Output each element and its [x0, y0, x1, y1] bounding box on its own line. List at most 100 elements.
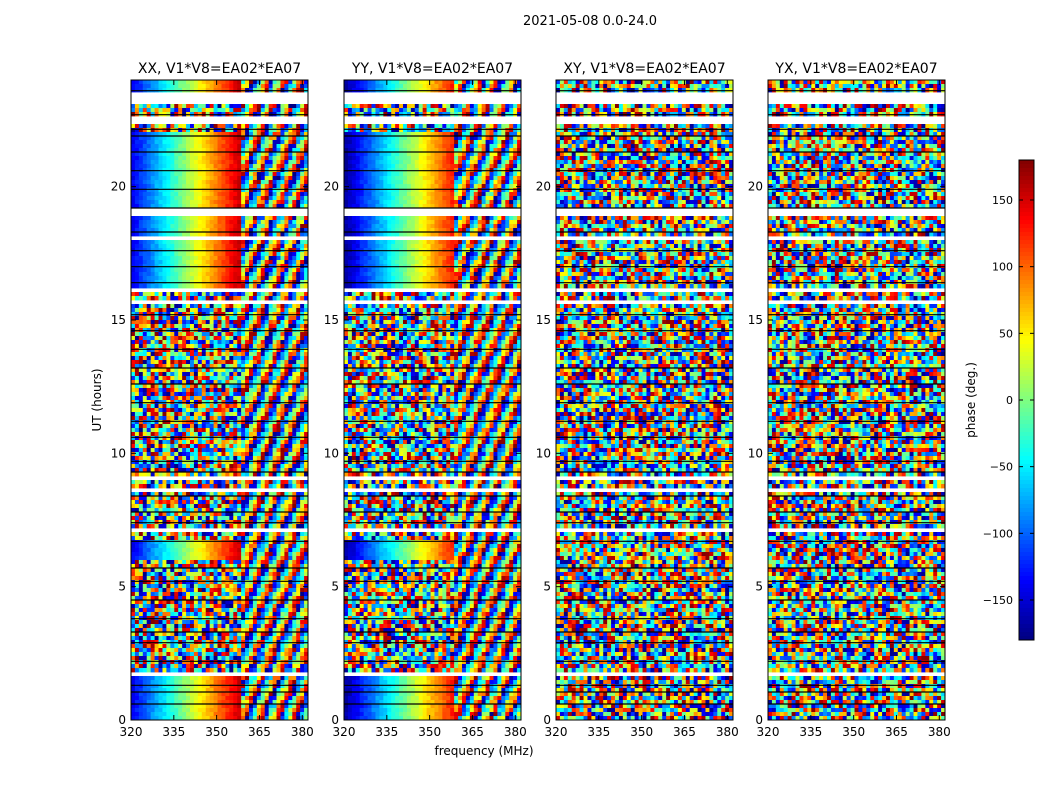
heatmap-cell — [241, 272, 246, 277]
heatmap-cell — [217, 540, 222, 545]
heatmap-cell — [190, 500, 195, 505]
heatmap-cell — [186, 268, 191, 273]
heatmap-cell — [205, 496, 211, 501]
heatmap-cell — [260, 436, 266, 441]
heatmap-cell — [205, 344, 211, 349]
heatmap-cell — [166, 332, 171, 337]
heatmap-cell — [186, 144, 191, 149]
heatmap-cell — [268, 460, 273, 465]
heatmap-cell — [193, 344, 199, 349]
heatmap-cell — [170, 392, 175, 397]
heatmap-cell — [197, 284, 203, 289]
heatmap-cell — [264, 352, 270, 357]
heatmap-cell — [170, 388, 175, 393]
heatmap-cell — [268, 536, 273, 541]
heatmap-cell — [241, 548, 246, 553]
heatmap-cell — [280, 136, 285, 141]
heatmap-cell — [245, 484, 250, 489]
heatmap-cell — [166, 204, 171, 209]
heatmap-cell — [138, 500, 144, 505]
heatmap-cell — [280, 184, 285, 189]
heatmap-cell — [245, 368, 250, 373]
heatmap-cell — [272, 144, 277, 149]
heatmap-cell — [241, 188, 246, 193]
heatmap-cell — [252, 156, 258, 161]
heatmap-cell — [197, 352, 203, 357]
heatmap-cell — [241, 276, 246, 281]
heatmap-cell — [162, 224, 167, 229]
heatmap-cell — [182, 156, 187, 161]
heatmap-cell — [182, 524, 187, 529]
heatmap-cell — [268, 364, 273, 369]
heatmap-cell — [288, 384, 293, 389]
heatmap-cell — [284, 572, 289, 577]
heatmap-cell — [142, 372, 148, 377]
heatmap-cell — [158, 556, 163, 561]
heatmap-cell — [249, 276, 254, 281]
heatmap-cell — [272, 84, 277, 89]
heatmap-cell — [241, 436, 246, 441]
heatmap-cell — [292, 512, 297, 517]
heatmap-cell — [190, 404, 195, 409]
heatmap-cell — [249, 424, 254, 429]
heatmap-cell — [213, 372, 218, 377]
heatmap-cell — [288, 388, 293, 393]
heatmap-cell — [205, 504, 211, 509]
heatmap-cell — [190, 452, 195, 457]
heatmap-cell — [252, 408, 258, 413]
heatmap-cell — [142, 556, 148, 561]
heatmap-cell — [182, 140, 187, 145]
heatmap-cell — [205, 104, 211, 109]
heatmap-cell — [292, 192, 297, 197]
heatmap-cell — [162, 180, 167, 185]
heatmap-cell — [158, 376, 163, 381]
heatmap-cell — [252, 128, 258, 133]
heatmap-cell — [178, 440, 183, 445]
heatmap-cell — [154, 324, 159, 329]
heatmap-cell — [166, 388, 171, 393]
heatmap-cell — [174, 108, 179, 113]
heatmap-cell — [241, 444, 246, 449]
heatmap-cell — [292, 364, 297, 369]
heatmap-cell — [170, 220, 175, 225]
heatmap-cell — [205, 436, 211, 441]
heatmap-cell — [241, 184, 246, 189]
heatmap-cell — [284, 268, 289, 273]
heatmap-cell — [162, 408, 167, 413]
heatmap-cell — [292, 124, 297, 129]
heatmap-cell — [252, 160, 258, 165]
heatmap-cell — [280, 260, 285, 265]
heatmap-cell — [276, 472, 281, 477]
heatmap-cell — [150, 228, 155, 233]
heatmap-cell — [201, 464, 207, 469]
heatmap-cell — [150, 440, 155, 445]
heatmap-cell — [260, 188, 266, 193]
heatmap-cell — [193, 272, 199, 277]
heatmap-cell — [268, 296, 273, 301]
heatmap-cell — [150, 432, 155, 437]
heatmap-cell — [296, 540, 301, 545]
heatmap-cell — [205, 160, 211, 165]
heatmap-cell — [209, 396, 214, 401]
heatmap-cell — [300, 468, 305, 473]
heatmap-cell — [193, 416, 199, 421]
heatmap-cell — [154, 332, 159, 337]
heatmap-cell — [131, 172, 136, 177]
heatmap-cell — [178, 392, 183, 397]
heatmap-cell — [245, 344, 250, 349]
heatmap-cell — [146, 396, 152, 401]
heatmap-cell — [209, 228, 214, 233]
heatmap-cell — [304, 196, 308, 201]
heatmap-cell — [233, 344, 238, 349]
heatmap-cell — [142, 172, 148, 177]
heatmap-cell — [296, 340, 301, 345]
heatmap-cell — [146, 176, 152, 181]
heatmap-cell — [182, 296, 187, 301]
heatmap-cell — [249, 564, 254, 569]
heatmap-cell — [241, 472, 246, 477]
heatmap-cell — [197, 124, 203, 129]
heatmap-cell — [146, 360, 152, 365]
heatmap-cell — [166, 368, 171, 373]
heatmap-cell — [284, 356, 289, 361]
heatmap-cell — [256, 436, 262, 441]
